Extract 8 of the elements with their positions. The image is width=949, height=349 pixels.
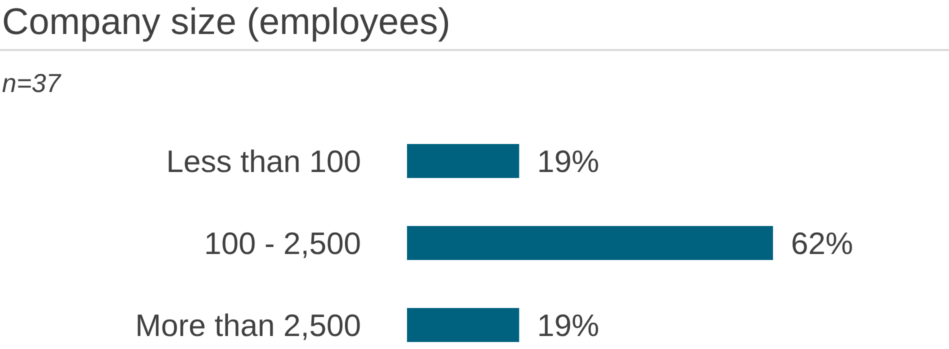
text: n=37 bbox=[2, 68, 61, 99]
chart-title: Company size (employees) bbox=[2, 0, 450, 44]
data-label: 19% bbox=[537, 308, 600, 344]
y-tick-label: 100 - 2,500 bbox=[204, 226, 361, 262]
y-tick-label: Less than 100 bbox=[166, 144, 361, 180]
data-label: 62% bbox=[791, 226, 854, 262]
data-label: 19% bbox=[537, 144, 600, 180]
y-tick-label: More than 2,500 bbox=[135, 308, 361, 344]
